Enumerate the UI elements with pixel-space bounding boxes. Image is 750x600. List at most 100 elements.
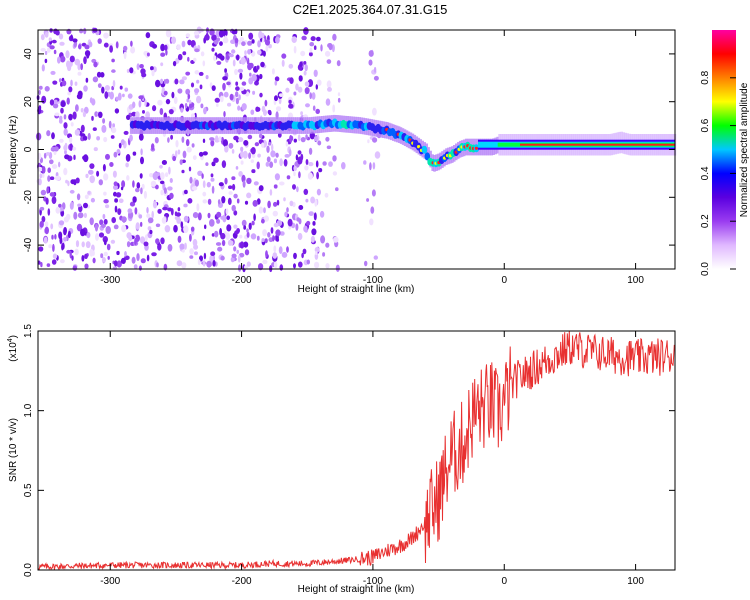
spectrogram-noise-dot xyxy=(160,43,166,52)
spectrogram-noise-dot xyxy=(263,207,266,214)
spectrogram-noise-dot xyxy=(121,224,127,233)
spectrogram-noise-dot xyxy=(234,68,238,76)
spectrogram-noise-dot xyxy=(103,173,109,181)
spectrogram-noise-dot xyxy=(157,243,162,251)
spectrogram-noise-dot xyxy=(182,51,187,56)
spectrogram-noise-dot xyxy=(129,201,136,207)
spectrogram-noise-dot xyxy=(44,31,49,38)
spectrogram-noise-dot xyxy=(135,188,140,193)
spectrogram-noise-dot xyxy=(227,102,232,107)
spectrogram-noise-dot xyxy=(157,208,162,214)
spectrogram-noise-dot xyxy=(240,160,244,165)
spectrogram-noise-dot xyxy=(88,169,94,175)
spectrogram-noise-dot xyxy=(206,260,212,268)
spectrogram-noise-dot xyxy=(60,55,66,63)
spectrogram-noise-dot xyxy=(322,161,327,166)
spectrogram-noise-dot xyxy=(235,86,240,91)
spectrogram-noise-dot xyxy=(159,108,164,115)
spectrogram-noise-dot xyxy=(76,193,81,201)
spectrogram-noise-dot xyxy=(51,234,54,240)
spectrogram-noise-dot xyxy=(82,111,86,118)
spectrogram-noise-dot xyxy=(98,232,105,238)
spectrogram-noise-dot xyxy=(297,232,303,241)
spectrogram-noise-dot xyxy=(273,184,278,189)
spectrogram-noise-dot xyxy=(74,58,81,66)
spectrogram-y-tick-label: -40 xyxy=(23,237,34,252)
spectrogram-noise-dot xyxy=(51,196,57,205)
spectrogram-noise-dot xyxy=(205,162,209,167)
spectrogram-noise-dot xyxy=(220,215,225,220)
spectrogram-noise-dot xyxy=(194,251,198,256)
snr-x-tick-label: 0 xyxy=(501,576,507,587)
spectrogram-noise-dot xyxy=(165,98,171,105)
spectrogram-noise-dot xyxy=(159,180,165,185)
spectrogram-noise-dot xyxy=(63,167,68,176)
spectrogram-noise-dot xyxy=(181,136,185,143)
spectrogram-x-tick-label: 100 xyxy=(627,275,644,286)
spectrogram-noise-dot xyxy=(184,102,188,109)
spectrogram-noise-dot xyxy=(69,189,75,194)
spectrogram-noise-dot xyxy=(97,38,102,44)
spectrogram-noise-dot xyxy=(239,241,245,249)
spectrogram-noise-dot xyxy=(67,180,70,187)
spectrogram-noise-dot xyxy=(70,79,73,87)
spectrogram-noise-dot xyxy=(103,32,109,39)
spectrogram-noise-dot xyxy=(151,252,157,257)
spectrogram-noise-dot xyxy=(150,180,157,187)
spectrogram-noise-dot xyxy=(46,47,51,53)
spectrogram-noise-dot xyxy=(311,92,316,100)
spectrogram-noise-dot xyxy=(275,229,281,237)
spectrogram-noise-dot xyxy=(250,159,254,164)
spectrogram-noise-dot xyxy=(246,231,250,238)
spectrogram-noise-dot xyxy=(47,208,51,216)
spectrogram-noise-dot xyxy=(210,173,214,178)
spectrogram-noise-dot xyxy=(187,56,190,62)
spectrogram-noise-dot xyxy=(37,166,43,172)
spectrogram-noise-dot xyxy=(135,111,140,119)
spectrogram-noise-dot xyxy=(368,50,374,57)
spectrogram-noise-dot xyxy=(61,80,67,87)
spectrogram-y-tick-label: 40 xyxy=(23,48,34,60)
spectrogram-noise-dot xyxy=(315,84,318,90)
spectrogram-noise-dot xyxy=(238,252,245,258)
spectrogram-noise-dot xyxy=(80,124,85,133)
spectrogram-noise-dot xyxy=(151,43,158,49)
spectrogram-noise-dot xyxy=(68,86,73,93)
spectrogram-noise-dot xyxy=(364,260,368,267)
spectrogram-noise-dot xyxy=(140,187,143,195)
spectrogram-noise-dot xyxy=(217,246,223,252)
spectrogram-noise-dot xyxy=(372,137,378,143)
spectrogram-noise-dot xyxy=(237,105,241,111)
spectrogram-noise-dot xyxy=(251,169,256,174)
spectrogram-noise-dot xyxy=(258,206,264,214)
spectrogram-noise-dot xyxy=(220,255,225,261)
spectrogram-noise-dot xyxy=(213,39,219,45)
spectrogram-noise-dot xyxy=(247,49,252,55)
spectrogram-noise-dot xyxy=(76,223,83,232)
spectrogram-noise-dot xyxy=(273,245,277,253)
spectrogram-noise-dot xyxy=(293,138,297,143)
spectrogram-noise-dot xyxy=(40,34,45,41)
spectrogram-noise-dot xyxy=(310,196,315,204)
spectrogram-noise-dot xyxy=(96,136,100,141)
spectrogram-noise-dot xyxy=(324,192,329,198)
spectrogram-noise-dot xyxy=(286,175,291,180)
spectrogram-noise-dot xyxy=(112,266,118,271)
spectrogram-noise-dot xyxy=(239,37,245,42)
spectrogram-noise-dot xyxy=(278,97,282,105)
spectrogram-noise-dot xyxy=(39,173,43,179)
spectrogram-noise-dot xyxy=(72,111,77,120)
spectrogram-noise-dot xyxy=(125,154,131,162)
spectrogram-noise-dot xyxy=(103,191,107,196)
spectrogram-noise-dot xyxy=(138,214,143,219)
spectrogram-noise-dot xyxy=(278,246,283,255)
spectrogram-noise-dot xyxy=(204,224,207,230)
spectrogram-noise-dot xyxy=(71,255,74,261)
spectrogram-noise-dot xyxy=(185,71,191,76)
spectrogram-noise-dot xyxy=(89,217,94,226)
spectrogram-noise-dot xyxy=(244,249,250,256)
spectrogram-noise-dot xyxy=(248,152,252,159)
spectrogram-noise-dot xyxy=(309,42,315,47)
spectrogram-noise-dot xyxy=(211,85,216,91)
spectrogram-noise-dot xyxy=(125,162,129,168)
